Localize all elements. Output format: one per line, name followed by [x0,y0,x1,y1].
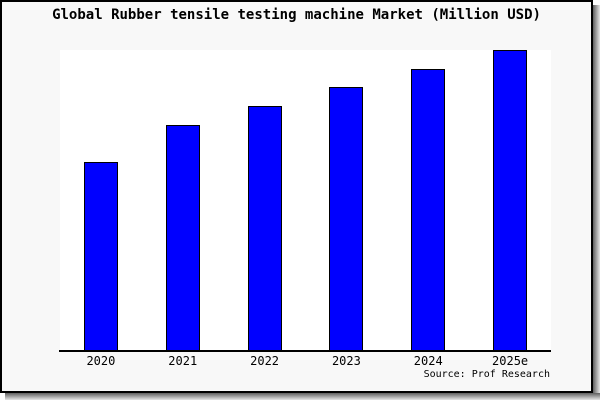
x-tick-label: 2022 [250,354,280,368]
x-axis-line [59,350,551,352]
x-tick-label: 2024 [413,354,443,368]
x-tick-label: 2025e [492,354,529,368]
bar-2025e [493,50,528,350]
drop-shadow-bottom [5,393,600,400]
plot-area [60,50,551,350]
chart-title: Global Rubber tensile testing machine Ma… [52,7,541,23]
drop-shadow-right [593,5,600,400]
bar-2020 [83,162,118,350]
bar-2021 [165,125,200,350]
x-tick-label: 2020 [86,354,116,368]
source-note: Source: Prof Research [423,369,550,380]
bar-2023 [329,87,364,350]
bar-2022 [247,106,282,350]
x-tick-label: 2021 [168,354,198,368]
x-tick-label: 2023 [331,354,361,368]
bar-2024 [411,69,446,350]
